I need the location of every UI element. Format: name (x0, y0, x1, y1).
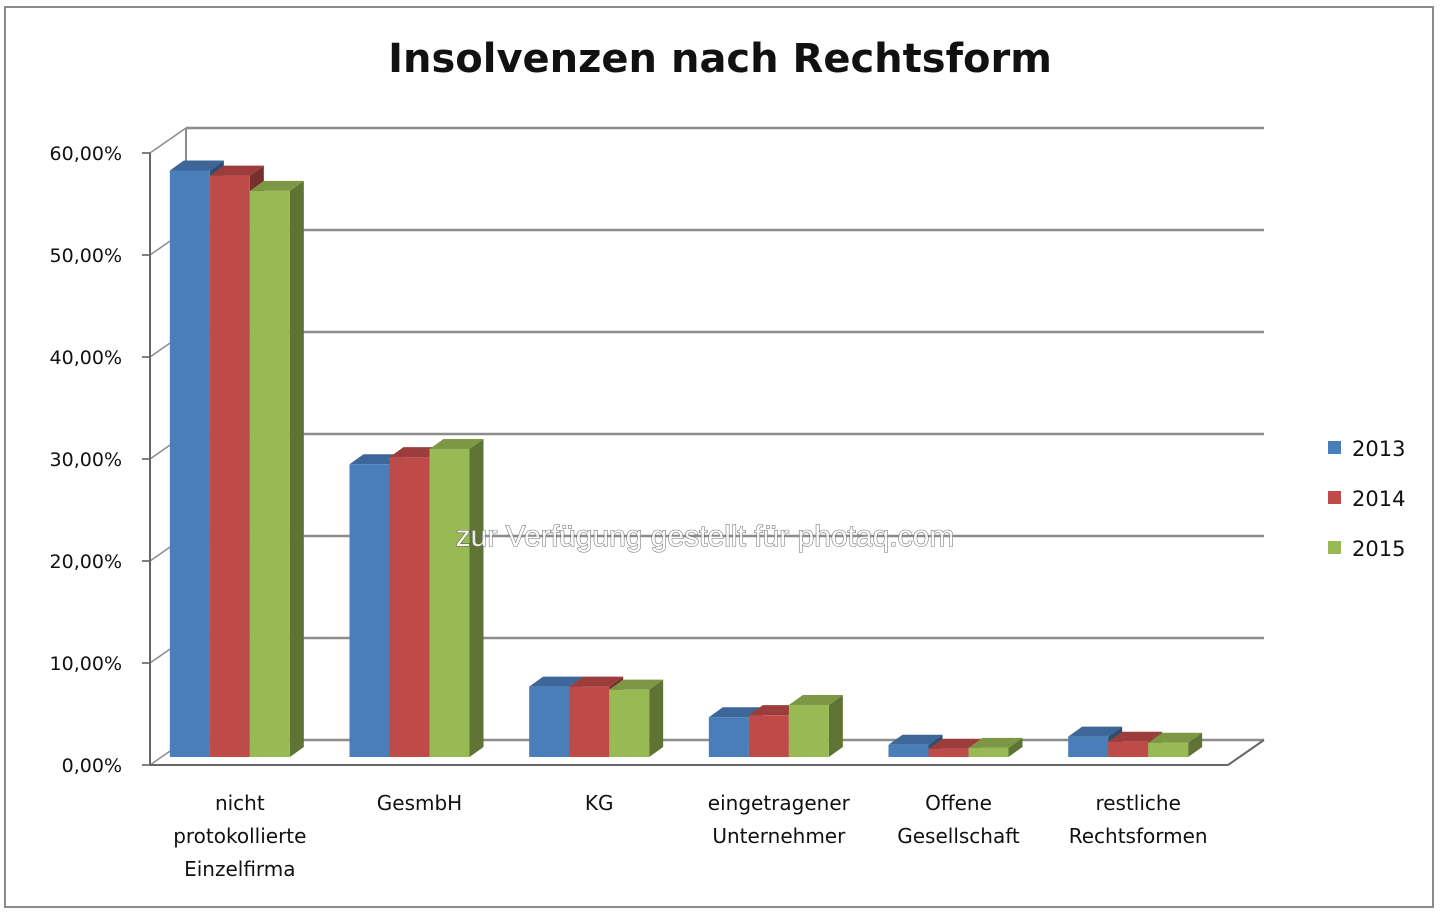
bar-front (349, 464, 390, 757)
bar-front (429, 448, 470, 757)
gridline-depth (149, 127, 187, 154)
legend: 2013 2014 2015 (1328, 437, 1405, 561)
y-tick-label: 60,00% (50, 143, 122, 165)
bar-front (609, 689, 650, 757)
x-tick-label-line: Rechtsformen (1069, 824, 1208, 848)
x-tick-label: nicht protokollierte Einzelfirma (173, 791, 306, 881)
bar-2015 (429, 438, 484, 757)
bar-top (1148, 732, 1203, 743)
bar-front (249, 190, 290, 757)
bar-top (928, 738, 983, 749)
gridlines (149, 126, 1264, 766)
bar-front (1068, 736, 1109, 757)
bar-front (389, 457, 430, 757)
bar-side (289, 180, 304, 757)
axes (142, 128, 1265, 766)
bars (169, 160, 1203, 758)
y-tick-label: 10,00% (50, 653, 122, 675)
legend-label: 2014 (1352, 487, 1405, 511)
bar-top (429, 438, 484, 449)
x-tick-label-line: eingetragener (708, 791, 851, 815)
legend-label: 2015 (1352, 537, 1405, 561)
bar-top (708, 707, 763, 718)
bar-front (788, 704, 829, 757)
legend-swatch (1328, 441, 1341, 454)
legend-swatch (1328, 491, 1341, 504)
floor-edge (1227, 739, 1265, 766)
bar-top (609, 679, 664, 690)
bar-top (249, 180, 304, 191)
bar-side (828, 694, 843, 757)
x-tick-label-line: protokollierte (173, 824, 306, 848)
bar-2015 (249, 180, 304, 757)
bar-2015 (1148, 732, 1203, 757)
bar-front (569, 686, 610, 757)
bar-2015 (968, 737, 1023, 757)
x-tick-label-line: restliche (1095, 791, 1180, 815)
bar-front (708, 717, 749, 757)
bar-2015 (788, 694, 843, 757)
bar-front (968, 747, 1009, 757)
bar-front (1108, 741, 1149, 757)
x-tick-label-line: nicht (215, 791, 265, 815)
x-tick-label-line: Offene (925, 791, 992, 815)
x-tick-label: eingetragener Unternehmer (708, 791, 851, 848)
bar-top (788, 694, 843, 705)
y-tick-label: 50,00% (50, 245, 122, 267)
y-tick-label: 20,00% (50, 551, 122, 573)
bar-top (529, 676, 584, 687)
bar-front (209, 175, 250, 758)
bar-front (1148, 742, 1189, 757)
bar-top (569, 676, 624, 687)
bar-2015 (609, 679, 664, 757)
x-tick-label: KG (585, 791, 614, 815)
x-tick-label: GesmbH (377, 791, 462, 815)
x-tick-label-line: Einzelfirma (184, 857, 295, 881)
legend-label: 2013 (1352, 437, 1405, 461)
y-tick-label: 0,00% (62, 755, 122, 777)
bar-top (1068, 726, 1123, 737)
bar-side (1188, 732, 1203, 757)
bar-front (928, 748, 969, 757)
x-tick-label-line: Gesellschaft (897, 824, 1020, 848)
y-tick-label: 30,00% (50, 449, 122, 471)
labels: 0,00% 10,00% 20,00% 30,00% 40,00% 50,00% 60,00… (50, 143, 1208, 881)
x-tick-label-line: KG (585, 791, 614, 815)
bar-front (888, 744, 929, 757)
bar-front (529, 686, 570, 757)
bar-side (469, 438, 484, 757)
legend-swatch (1328, 541, 1341, 554)
x-tick-label: restliche Rechtsformen (1069, 791, 1208, 848)
bar-top (1108, 731, 1163, 742)
watermark-text: zur Verfügung gestellt für photaq.com (456, 520, 955, 553)
x-tick-label-line: Unternehmer (712, 824, 846, 848)
bar-front (169, 170, 210, 757)
x-tick-label-line: GesmbH (377, 791, 462, 815)
y-tick-label: 40,00% (50, 347, 122, 369)
bar-side (1008, 737, 1023, 757)
bar-top (968, 737, 1023, 748)
bar-side (649, 679, 664, 757)
bar-front (748, 715, 789, 757)
bar-top (169, 160, 224, 171)
bar-top (888, 734, 943, 745)
x-tick-label: Offene Gesellschaft (897, 791, 1020, 848)
bar-top (209, 165, 264, 176)
chart-title: Insolvenzen nach Rechtsform (388, 36, 1052, 82)
